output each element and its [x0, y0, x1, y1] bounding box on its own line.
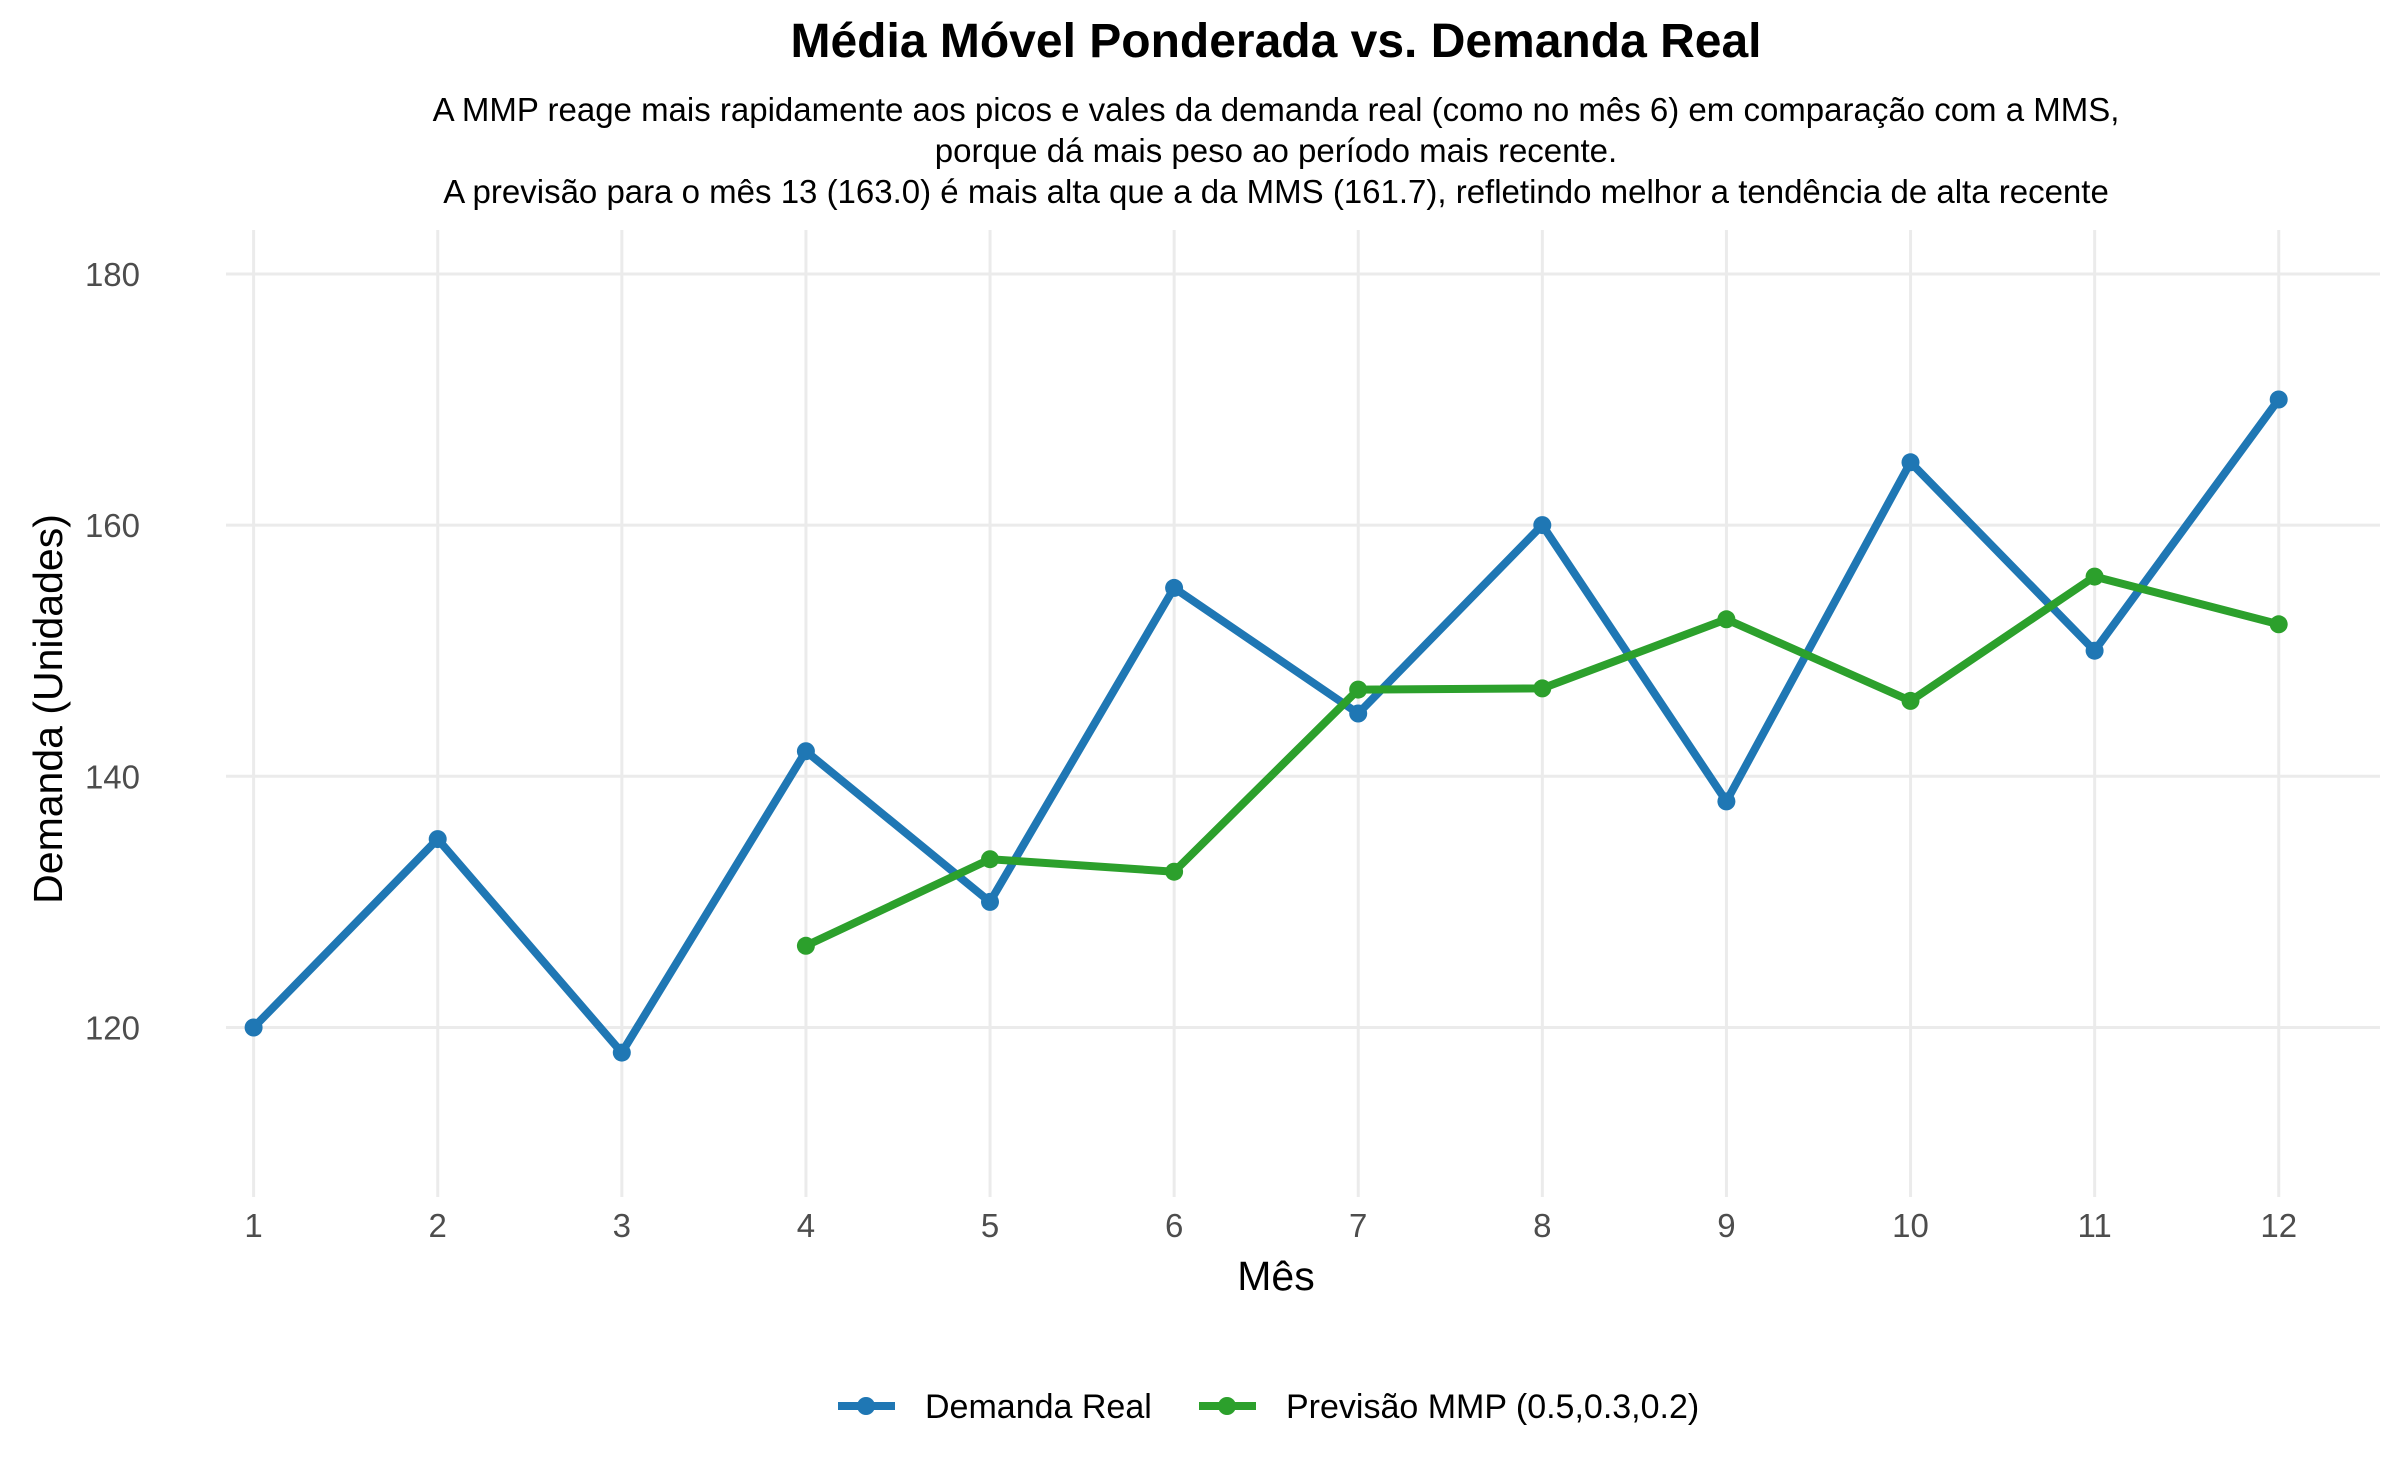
data-point-demanda-real [612, 1043, 631, 1062]
data-point-demanda-real [1165, 578, 1184, 597]
chart-subtitle-line-1: A MMP reage mais rapidamente aos picos e… [433, 91, 2120, 128]
data-point-demanda-real [2085, 641, 2104, 660]
x-tick-label: 2 [429, 1207, 447, 1244]
legend-label-demanda-real: Demanda Real [925, 1388, 1152, 1426]
data-point-previsao-mmp [2269, 615, 2288, 634]
legend-label-previsao-mmp: Previsão MMP (0.5,0.3,0.2) [1286, 1388, 1699, 1426]
x-tick-label: 1 [244, 1207, 262, 1244]
data-point-previsao-mmp [1165, 862, 1184, 881]
x-tick-label: 3 [613, 1207, 631, 1244]
data-point-demanda-real [981, 892, 999, 911]
data-point-demanda-real [796, 742, 815, 761]
x-tick-label: 12 [2260, 1207, 2297, 1244]
x-tick-label: 7 [1349, 1207, 1367, 1244]
chart-subtitle-line-3: A previsão para o mês 13 (163.0) é mais … [443, 173, 2109, 210]
y-tick-label: 160 [85, 507, 140, 544]
plot-area [244, 390, 2288, 1062]
data-point-demanda-real [1349, 704, 1368, 723]
data-point-demanda-real [1533, 516, 1552, 535]
data-point-demanda-real [428, 830, 447, 849]
x-tick-label: 5 [981, 1207, 999, 1244]
y-tick-label: 140 [85, 758, 140, 795]
chart-subtitle-line-2: porque dá mais peso ao período mais rece… [935, 132, 1617, 169]
legend-item-previsao-mmp: Previsão MMP (0.5,0.3,0.2) [1199, 1388, 1699, 1426]
data-point-previsao-mmp [981, 850, 999, 869]
data-point-previsao-mmp [796, 936, 815, 955]
data-point-demanda-real [244, 1018, 263, 1037]
y-tick-label: 180 [85, 256, 140, 293]
x-tick-label: 11 [2078, 1207, 2112, 1244]
chart-title: Média Móvel Ponderada vs. Demanda Real [791, 15, 1762, 68]
data-point-previsao-mmp [1533, 679, 1552, 698]
legend-marker-demanda-real [857, 1397, 875, 1415]
x-axis-title: Mês [1237, 1253, 1314, 1299]
data-point-demanda-real [2269, 390, 2288, 409]
legend-marker-previsao-mmp [1218, 1397, 1236, 1415]
series-line-demanda-real [250, 397, 2282, 1057]
legend-item-demanda-real: Demanda Real [838, 1388, 1152, 1426]
data-point-previsao-mmp [1901, 691, 1920, 710]
x-tick-label: 4 [797, 1207, 815, 1244]
y-tick-label: 120 [85, 1009, 140, 1046]
data-point-previsao-mmp [2085, 567, 2104, 586]
data-point-previsao-mmp [1349, 680, 1368, 699]
x-tick-label: 10 [1892, 1207, 1929, 1244]
x-tick-label: 8 [1533, 1207, 1551, 1244]
data-point-previsao-mmp [1717, 610, 1736, 629]
x-tick-label: 9 [1717, 1207, 1735, 1244]
x-tick-label: 6 [1165, 1207, 1183, 1244]
data-point-demanda-real [1717, 792, 1736, 811]
legend: Demanda Real Previsão MMP (0.5,0.3,0.2) [838, 1388, 1699, 1426]
y-axis-title: Demanda (Unidades) [25, 514, 71, 904]
data-point-demanda-real [1901, 453, 1920, 472]
